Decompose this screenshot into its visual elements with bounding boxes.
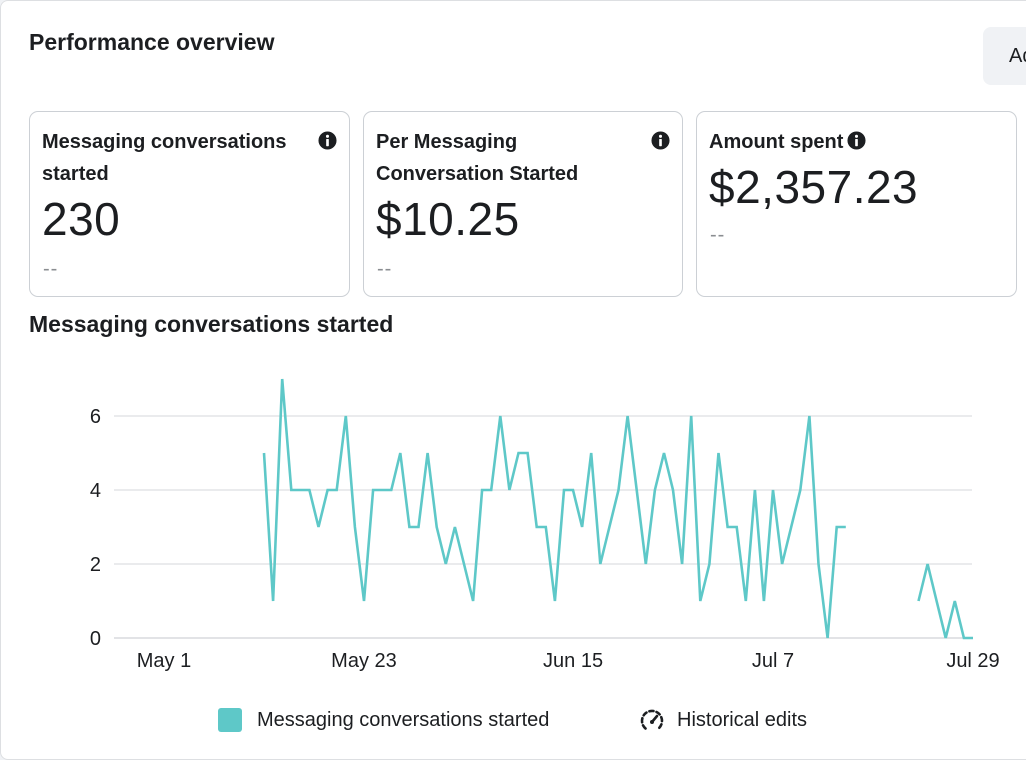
page-title: Performance overview [29,29,275,55]
metric-label-text: Amount spent [709,131,844,153]
x-tick-label: Jul 29 [946,650,999,672]
metric-label: Per Messaging Conversation Started [376,131,579,185]
metric-card-amount-spent[interactable]: Amount spent $2,357.23 -- [696,111,1017,297]
y-tick-label: 2 [90,554,101,576]
x-tick-label: May 1 [137,650,191,672]
x-tick-label: Jun 15 [543,650,603,672]
line-chart: 0 2 4 6 May 1 May 23 Jun 15 Jul 7 Jul 29 [90,378,1000,672]
info-icon[interactable] [651,131,670,150]
series-line [917,563,973,640]
legend-item-historical-edits[interactable]: Historical edits [639,705,807,735]
x-tick-label: Jul 7 [752,650,794,672]
x-tick-label: May 23 [331,650,397,672]
metric-value: $2,357.23 [709,161,919,213]
top-right-button[interactable]: Ad [983,27,1026,85]
y-tick-label: 6 [90,406,101,428]
info-icon[interactable] [847,131,866,150]
speedometer-icon [640,709,664,730]
series-line [262,378,846,639]
metric-value: $10.25 [376,193,520,245]
metric-comparison: -- [377,258,393,280]
y-tick-label: 4 [90,480,101,502]
legend-label: Messaging conversations started [257,708,550,731]
metric-comparison: -- [43,258,59,280]
metric-value: 230 [42,193,121,245]
metric-card-cost-per-conversation[interactable]: Per Messaging Conversation Started $10.2… [363,111,683,297]
legend-swatch [218,708,242,732]
metric-card-conversations[interactable]: Messaging conversations started 230 -- [29,111,350,297]
metric-label: Messaging conversations started [42,131,287,185]
y-tick-label: 0 [90,628,101,650]
info-icon[interactable] [318,131,337,150]
legend-label: Historical edits [677,708,808,731]
legend-item-series[interactable]: Messaging conversations started [218,705,549,735]
chart-title: Messaging conversations started [29,311,394,337]
metric-label: Amount spent [709,126,866,158]
metric-comparison: -- [710,224,726,246]
